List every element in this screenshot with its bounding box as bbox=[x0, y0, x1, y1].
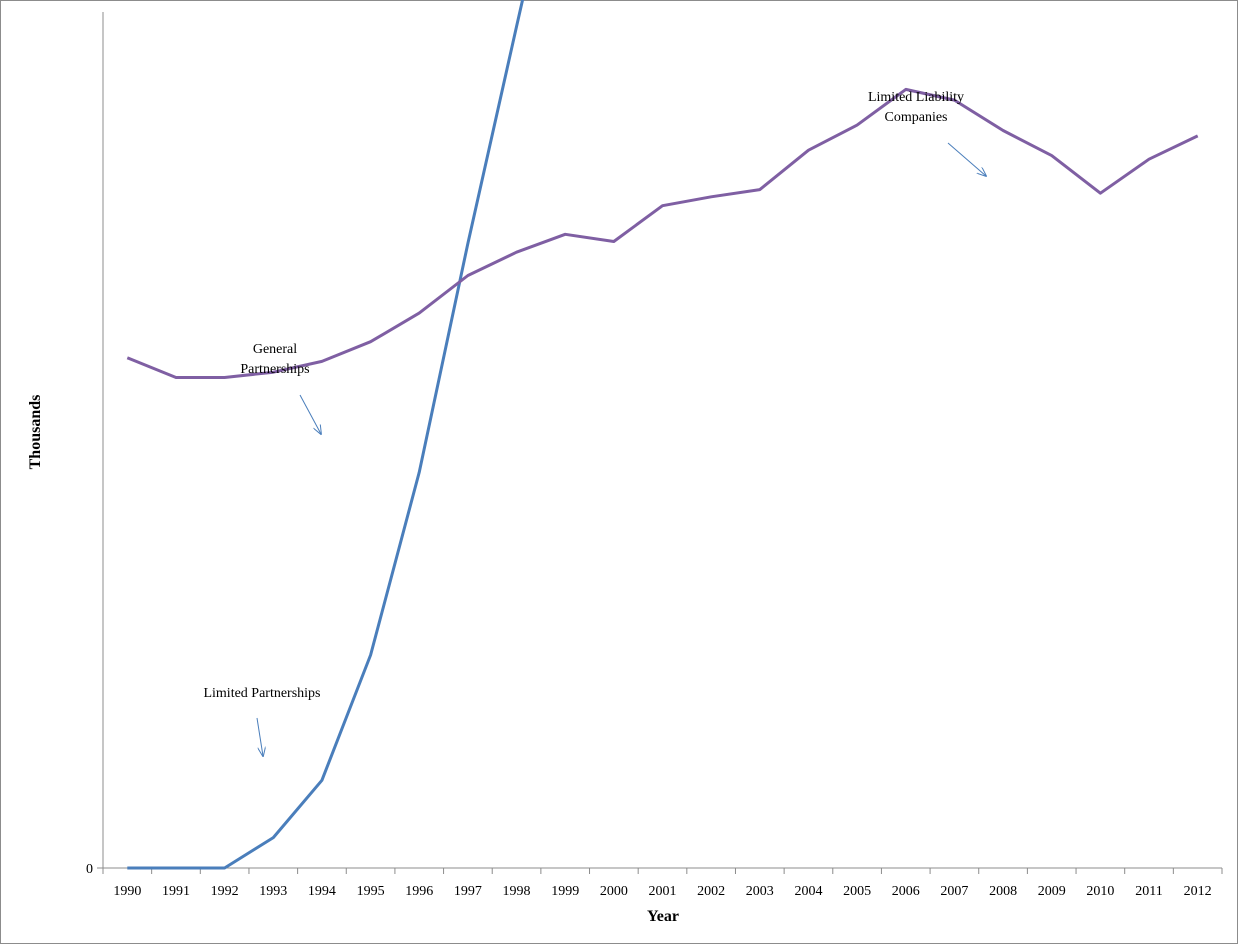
x-tick-label: 1995 bbox=[357, 884, 385, 899]
x-tick-label: 2002 bbox=[697, 884, 725, 899]
x-tick-label: 1998 bbox=[503, 884, 531, 899]
annotation-arrow-llc bbox=[947, 142, 986, 176]
x-tick-label: 2009 bbox=[1038, 884, 1066, 899]
x-tick-label: 1991 bbox=[162, 884, 190, 899]
x-tick-label: 1994 bbox=[308, 884, 336, 899]
x-tick-label: 2012 bbox=[1184, 884, 1212, 899]
x-tick-label: 2007 bbox=[940, 884, 968, 899]
annotation-arrow-gp bbox=[299, 394, 321, 434]
x-tick-label: 1990 bbox=[113, 884, 141, 899]
x-tick-label: 2008 bbox=[989, 884, 1017, 899]
annotation-label-llc: Companies bbox=[885, 110, 948, 125]
x-tick-label: 2003 bbox=[746, 884, 774, 899]
x-tick-label: 2001 bbox=[649, 884, 677, 899]
series-line-limited-partnerships bbox=[126, 87, 1199, 379]
annotation-label-lp: Limited Partnerships bbox=[203, 686, 320, 701]
annotation-label-gp: Partnerships bbox=[240, 362, 309, 377]
y-axis-title: Thousands bbox=[27, 395, 44, 470]
x-tick-label: 2010 bbox=[1086, 884, 1114, 899]
y-tick-label: 0 bbox=[86, 862, 93, 877]
annotations: Limited Liability Companies General Partner… bbox=[203, 90, 986, 756]
x-tick-label: 1993 bbox=[259, 884, 287, 899]
series-line-limited-liability-companies bbox=[127, 0, 525, 870]
annotation-arrow-lp bbox=[256, 717, 263, 756]
x-tick-label: 1997 bbox=[454, 884, 482, 899]
x-tick-label: 1992 bbox=[211, 884, 239, 899]
x-tick-label: 2005 bbox=[843, 884, 871, 899]
x-tick-label: 2006 bbox=[892, 884, 920, 899]
annotation-label-llc: Limited Liability bbox=[868, 90, 964, 105]
x-tick-label: 1996 bbox=[405, 884, 433, 899]
annotation-label-gp: General bbox=[253, 342, 297, 357]
axes bbox=[97, 12, 1223, 874]
x-tick-label: 1999 bbox=[551, 884, 579, 899]
x-tick-label: 2000 bbox=[600, 884, 628, 899]
x-tick-label: 2004 bbox=[794, 884, 822, 899]
series-lines bbox=[126, 0, 1199, 870]
tick-labels: 05001,0001,5002,000199019911992199319941… bbox=[86, 862, 1212, 899]
x-tick-label: 2011 bbox=[1135, 884, 1162, 899]
x-axis-title: Year bbox=[647, 908, 679, 925]
